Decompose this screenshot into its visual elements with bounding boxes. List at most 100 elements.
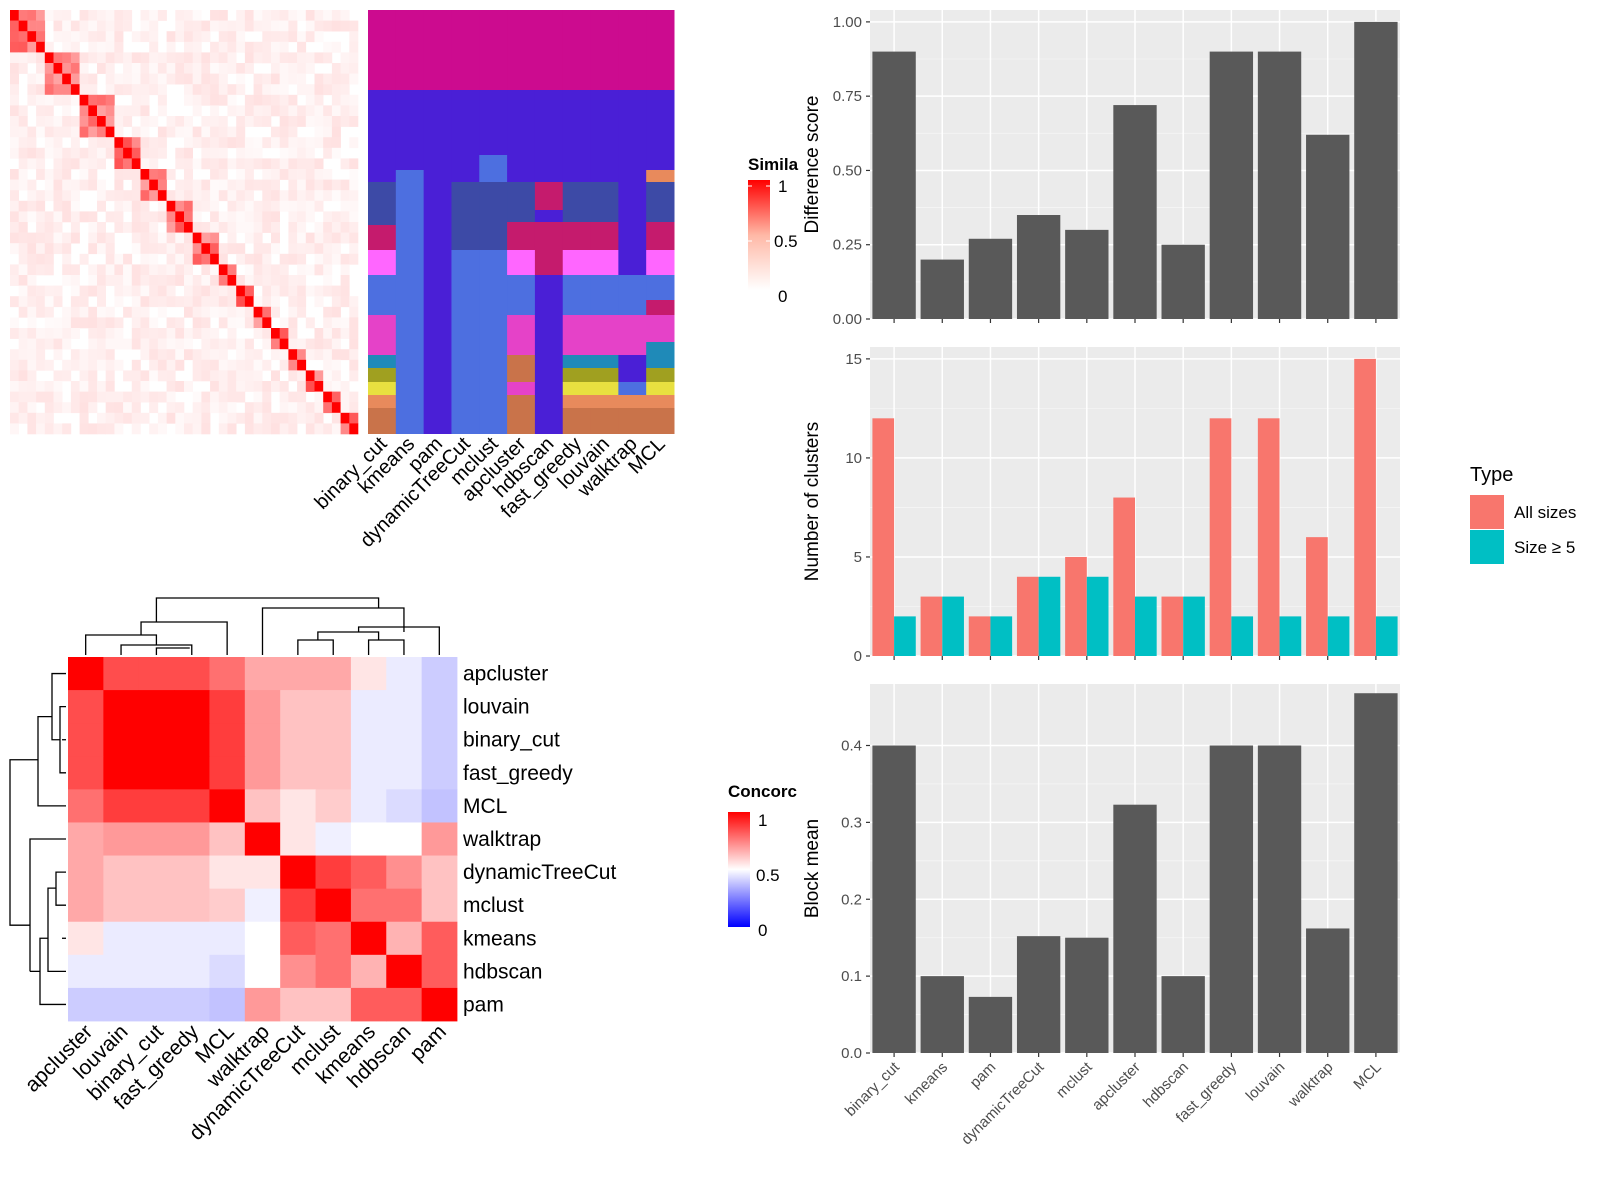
concordance-row-label: fast_greedy — [463, 762, 573, 785]
similarity-cell — [323, 10, 333, 21]
concordance-cell — [350, 690, 387, 724]
similarity-cell — [288, 253, 298, 265]
similarity-cell — [123, 137, 133, 149]
similarity-cell — [70, 328, 80, 339]
concordance-cell — [315, 657, 352, 691]
similarity-cell — [18, 116, 28, 127]
similarity-cell — [201, 423, 211, 435]
similarity-cell — [297, 190, 307, 202]
similarity-legend-tick: 0.5 — [774, 232, 798, 251]
similarity-cell — [18, 381, 28, 392]
similarity-cell — [331, 105, 341, 117]
concordance-row-label: walktrap — [462, 828, 541, 851]
concordance-cell — [421, 756, 458, 790]
similarity-cell — [175, 52, 185, 64]
similarity-cell — [157, 296, 167, 308]
concordance-cell — [280, 888, 316, 923]
similarity-cell — [79, 147, 89, 159]
similarity-cell — [271, 222, 280, 233]
similarity-cell — [27, 306, 37, 318]
similarity-cell — [288, 190, 298, 202]
similarity-cell — [114, 222, 124, 233]
similarity-cell — [27, 31, 37, 43]
similarity-cell — [36, 359, 46, 371]
similarity-cell — [271, 423, 280, 435]
similarity-cell — [97, 105, 106, 117]
concordance-cell — [209, 756, 246, 790]
concordance-cell — [68, 690, 104, 724]
similarity-cell — [123, 63, 133, 74]
similarity-cell — [279, 190, 289, 202]
similarity-cell — [288, 10, 298, 21]
track-segment — [646, 315, 675, 342]
similarity-cell — [79, 94, 89, 106]
y-axis-label: Difference score — [802, 96, 823, 234]
similarity-cell — [97, 147, 106, 159]
similarity-cell — [218, 412, 228, 424]
similarity-cell — [140, 222, 150, 233]
similarity-cell — [218, 147, 228, 159]
similarity-cell — [184, 264, 193, 276]
similarity-cell — [271, 73, 280, 85]
similarity-cell — [44, 116, 54, 127]
similarity-cell — [88, 158, 98, 170]
similarity-cell — [114, 264, 124, 276]
similarity-cell — [218, 275, 228, 286]
similarity-cell — [53, 338, 63, 350]
similarity-cell — [88, 52, 98, 64]
similarity-cell — [236, 147, 246, 159]
similarity-cell — [53, 179, 63, 191]
similarity-cell — [62, 370, 72, 382]
similarity-cell — [131, 328, 141, 339]
similarity-cell — [53, 391, 63, 403]
track-segment — [590, 382, 619, 395]
similarity-cell — [323, 359, 333, 371]
similarity-cell — [323, 264, 333, 276]
similarity-cell — [210, 126, 220, 138]
similarity-cell — [244, 190, 254, 202]
similarity-cell — [279, 317, 289, 329]
similarity-cell — [192, 222, 202, 233]
similarity-cell — [105, 253, 115, 265]
similarity-cell — [184, 211, 193, 223]
similarity-cell — [123, 147, 133, 159]
concordance-cell — [244, 756, 281, 790]
type-legend: Type All sizes Size ≥ 5 — [1470, 464, 1576, 564]
concordance-cell — [209, 888, 246, 923]
similarity-cell — [305, 137, 315, 149]
similarity-cell — [262, 402, 272, 414]
similarity-cell — [210, 264, 220, 276]
similarity-cell — [271, 232, 280, 244]
similarity-cell — [340, 412, 350, 424]
similarity-cell — [10, 423, 19, 435]
similarity-cell — [218, 52, 228, 64]
similarity-cell — [262, 73, 272, 85]
track-segment — [368, 382, 397, 395]
similarity-cell — [297, 275, 307, 286]
track-segment — [646, 182, 675, 222]
similarity-cell — [140, 211, 150, 223]
track-segment — [646, 395, 675, 408]
concordance-cell — [138, 756, 175, 790]
similarity-cell — [331, 73, 341, 85]
similarity-cell — [236, 10, 246, 21]
similarity-cell — [166, 338, 176, 350]
similarity-cell — [340, 20, 350, 32]
similarity-cell — [166, 41, 176, 53]
similarity-cell — [210, 105, 220, 117]
similarity-cell — [192, 306, 202, 318]
similarity-cell — [323, 317, 333, 329]
similarity-cell — [253, 179, 263, 191]
similarity-cell — [105, 306, 115, 318]
track-segment — [646, 355, 675, 368]
similarity-cell — [88, 105, 98, 117]
similarity-cell — [314, 349, 324, 361]
similarity-cell — [18, 275, 28, 286]
track-segment — [590, 90, 619, 182]
similarity-cell — [114, 116, 124, 127]
similarity-cell — [166, 264, 176, 276]
similarity-cell — [44, 338, 54, 350]
track-segment — [562, 250, 592, 275]
similarity-cell — [36, 285, 46, 297]
